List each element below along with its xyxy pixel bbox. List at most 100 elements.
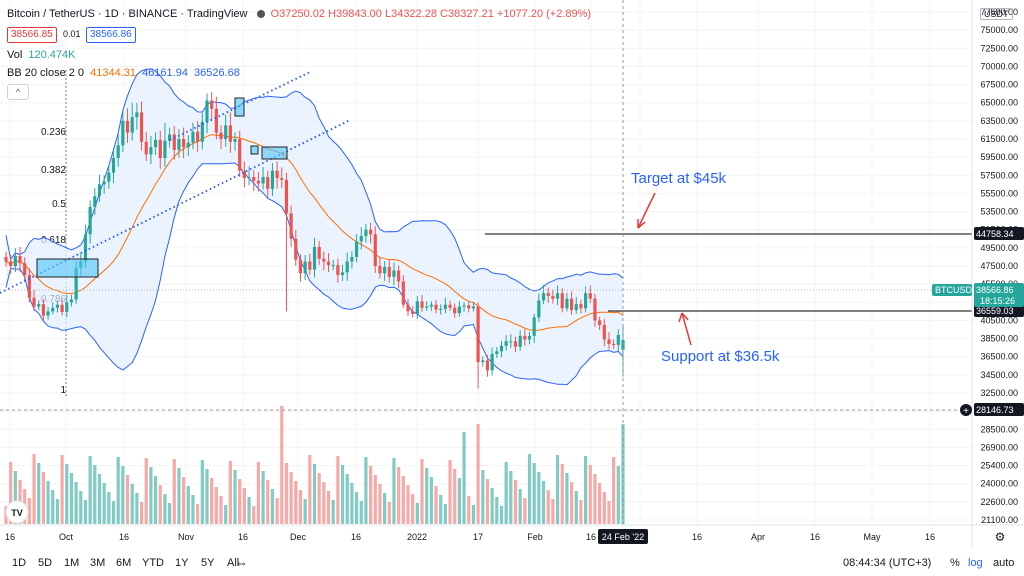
volume-bar [205, 469, 209, 524]
buy-price-button[interactable]: 38566.86 [86, 27, 136, 43]
time-tick-label: 17 [473, 532, 483, 542]
fib-label: 0.236 [41, 127, 66, 138]
crosshair-price-label-bg [974, 403, 1024, 416]
volume-bar [499, 506, 504, 524]
volume-bar [27, 498, 31, 524]
volume-bar [331, 500, 335, 524]
price-tick-label: 47500.00 [980, 261, 1018, 271]
candle-body [214, 108, 218, 133]
volume-bar [429, 477, 433, 524]
candle-body [574, 304, 578, 311]
timeframe-6m[interactable]: 6M [116, 557, 132, 569]
timeframe-1d[interactable]: 1D [12, 557, 27, 569]
volume-bar [569, 482, 574, 524]
volume-bar [546, 490, 550, 524]
eye-icon[interactable] [256, 10, 265, 19]
candle-body [149, 147, 153, 155]
candle-body [448, 304, 452, 308]
volume-bar [97, 474, 102, 524]
volume-bar [485, 479, 490, 524]
volume-bar [471, 505, 476, 524]
timeframe-3m[interactable]: 3M [90, 557, 106, 569]
candle-body [60, 304, 64, 312]
candle-body [359, 236, 363, 242]
timeframe-1m[interactable]: 1M [64, 557, 80, 569]
volume-bar [191, 495, 195, 524]
volume-bar [541, 481, 546, 524]
volume-bar [55, 499, 60, 524]
candle-body [485, 360, 490, 371]
candle-body [252, 177, 256, 181]
candle-body [308, 261, 312, 270]
time-tick-label: 16 [586, 532, 596, 542]
price-tick-label: 32500.00 [980, 388, 1018, 398]
timeframe-all[interactable]: All [227, 557, 240, 569]
sell-price-button[interactable]: 38566.85 [7, 27, 57, 43]
volume-bar [495, 497, 499, 524]
candle-body [434, 304, 438, 310]
time-tick-label: 16 [5, 532, 15, 542]
volume-bar [616, 466, 620, 524]
volume-bar [518, 489, 522, 524]
symbol-title[interactable]: Bitcoin / TetherUS · 1D · BINANCE · Trad… [7, 8, 248, 20]
auto-toggle[interactable]: auto [993, 557, 1015, 569]
time-tick-label: 2022 [407, 532, 427, 542]
channel-lower-line [0, 119, 351, 294]
volume-bar [275, 498, 279, 524]
volume-bar [294, 481, 298, 524]
volume-bar [462, 432, 466, 524]
plus-icon-glyph: + [963, 406, 969, 417]
candle-body [242, 170, 246, 179]
price-tick-label: 24000.00 [980, 479, 1018, 489]
candle-body [247, 177, 251, 179]
volume-bar [41, 472, 45, 524]
support-arrowhead [678, 312, 689, 323]
candle-body [551, 295, 555, 299]
timeframe-5y[interactable]: 5Y [201, 557, 215, 569]
candle-body [499, 345, 504, 352]
candle-body [420, 301, 424, 308]
price-tick-label: 70000.00 [980, 61, 1018, 71]
candle-body [275, 170, 279, 179]
candle-body [527, 335, 532, 340]
collapse-legend-button[interactable]: ^ [7, 84, 29, 100]
volume-bar [167, 503, 172, 524]
candle-body [256, 180, 261, 184]
candle-body [191, 131, 195, 143]
bb-basis-line [5, 134, 624, 331]
candle-body [490, 353, 494, 371]
current-price-bg [974, 283, 1024, 307]
candle-body [354, 241, 359, 257]
volume-bar [532, 463, 536, 524]
log-toggle[interactable]: log [968, 557, 983, 569]
retest-box [261, 146, 288, 160]
volume-bar [144, 458, 148, 524]
percent-toggle[interactable]: % [950, 557, 960, 569]
volume-bar [387, 502, 391, 524]
candle-body [439, 308, 443, 310]
timeframe-5d[interactable]: 5D [38, 557, 53, 569]
volume-bar [46, 481, 50, 524]
price-tick-label: 34500.00 [980, 370, 1018, 380]
volume-bar [523, 498, 527, 524]
volume-bar [93, 465, 97, 524]
volume-bar [415, 503, 419, 524]
candle-body [481, 360, 485, 363]
timeframe-ytd[interactable]: YTD [142, 557, 164, 569]
bb-legend: BB 20 close 2 0 41344.31 46161.94 36526.… [7, 67, 243, 79]
candle-body [266, 177, 270, 189]
time-tick-label: Apr [751, 532, 765, 542]
volume-bar [153, 476, 158, 524]
candle-body [555, 293, 560, 299]
timeframe-1y[interactable]: 1Y [175, 557, 189, 569]
volume-bar [425, 468, 429, 524]
volume-bar [579, 500, 583, 524]
volume-bar [555, 455, 560, 524]
volume-bar [9, 462, 13, 524]
volume-bar [326, 491, 331, 524]
candle-body [116, 145, 120, 159]
date-range-icon[interactable]: ⇔ [235, 555, 248, 570]
volume-bar [284, 463, 289, 524]
currency-selector[interactable]: USDT [980, 8, 1013, 20]
